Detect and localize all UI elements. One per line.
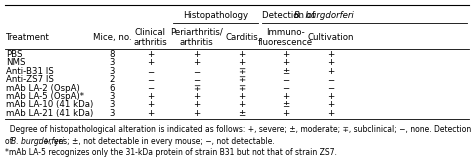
Text: +: + bbox=[238, 92, 246, 101]
Text: ∓: ∓ bbox=[238, 83, 246, 92]
Text: mAb LA-10 (41 kDa): mAb LA-10 (41 kDa) bbox=[6, 100, 93, 109]
Text: +: + bbox=[193, 58, 201, 67]
Text: B. burgdorferi: B. burgdorferi bbox=[294, 11, 354, 20]
Text: −: − bbox=[147, 83, 154, 92]
Text: +: + bbox=[193, 92, 201, 101]
Text: : +, yes; ±, not detectable in every mouse; −, not detectable.: : +, yes; ±, not detectable in every mou… bbox=[38, 137, 275, 146]
Text: NMS: NMS bbox=[6, 58, 26, 67]
Text: 3: 3 bbox=[110, 100, 115, 109]
Text: +: + bbox=[327, 58, 334, 67]
Text: Histopathology: Histopathology bbox=[183, 11, 248, 20]
Text: +: + bbox=[147, 58, 154, 67]
Text: Cultivation: Cultivation bbox=[307, 33, 354, 42]
Text: +: + bbox=[327, 67, 334, 76]
Text: +: + bbox=[193, 50, 201, 59]
Text: +: + bbox=[147, 109, 154, 118]
Text: +: + bbox=[327, 92, 334, 101]
Text: Detection of: Detection of bbox=[262, 11, 319, 20]
Text: −: − bbox=[147, 75, 154, 84]
Text: Clinical
arthritis: Clinical arthritis bbox=[134, 28, 167, 47]
Text: 8: 8 bbox=[110, 50, 115, 59]
Text: +: + bbox=[282, 58, 289, 67]
Text: 3: 3 bbox=[110, 92, 115, 101]
Text: +: + bbox=[327, 109, 334, 118]
Text: +: + bbox=[327, 50, 334, 59]
Text: Anti-B31 IS: Anti-B31 IS bbox=[6, 67, 54, 76]
Text: 3: 3 bbox=[110, 67, 115, 76]
Text: mAb LA-2 (OspA): mAb LA-2 (OspA) bbox=[6, 83, 80, 92]
Text: 3: 3 bbox=[110, 58, 115, 67]
Text: 2: 2 bbox=[110, 75, 115, 84]
Text: +: + bbox=[193, 100, 201, 109]
Text: mAb LA-5 (OspA)*: mAb LA-5 (OspA)* bbox=[6, 92, 84, 101]
Text: +: + bbox=[282, 109, 289, 118]
Text: 3: 3 bbox=[110, 109, 115, 118]
Text: ±: ± bbox=[282, 100, 289, 109]
Text: −: − bbox=[327, 75, 334, 84]
Text: ∓: ∓ bbox=[238, 75, 246, 84]
Text: +: + bbox=[282, 92, 289, 101]
Text: −: − bbox=[282, 75, 289, 84]
Text: ±: ± bbox=[282, 67, 289, 76]
Text: +: + bbox=[238, 50, 246, 59]
Text: ∓: ∓ bbox=[193, 83, 201, 92]
Text: +: + bbox=[327, 100, 334, 109]
Text: Detection of: Detection of bbox=[262, 11, 318, 20]
Text: +: + bbox=[193, 109, 201, 118]
Text: Anti-ZS7 IS: Anti-ZS7 IS bbox=[6, 75, 54, 84]
Text: 6: 6 bbox=[110, 83, 115, 92]
Text: Periarthritis/
arthritis: Periarthritis/ arthritis bbox=[170, 28, 223, 47]
Text: B. burgdorferi: B. burgdorferi bbox=[11, 137, 64, 146]
Text: +: + bbox=[147, 50, 154, 59]
Text: ∓: ∓ bbox=[238, 67, 246, 76]
Text: ±: ± bbox=[238, 109, 246, 118]
Text: +: + bbox=[238, 100, 246, 109]
Text: Immuno-
fluorescence: Immuno- fluorescence bbox=[258, 28, 313, 47]
Text: −: − bbox=[327, 83, 334, 92]
Text: −: − bbox=[193, 75, 201, 84]
Text: Mice, no.: Mice, no. bbox=[93, 33, 132, 42]
Text: *mAb LA-5 recognizes only the 31-kDa protein of strain B31 but not that of strai: *mAb LA-5 recognizes only the 31-kDa pro… bbox=[5, 148, 337, 157]
Text: of: of bbox=[5, 137, 15, 146]
Text: +: + bbox=[238, 58, 246, 67]
Text: +: + bbox=[147, 92, 154, 101]
Text: Treatment: Treatment bbox=[6, 33, 50, 42]
Text: Carditis: Carditis bbox=[225, 33, 258, 42]
Text: −: − bbox=[147, 67, 154, 76]
Text: PBS: PBS bbox=[6, 50, 23, 59]
Text: +: + bbox=[147, 100, 154, 109]
Text: −: − bbox=[193, 67, 201, 76]
Text: mAb LA-21 (41 kDa): mAb LA-21 (41 kDa) bbox=[6, 109, 93, 118]
Text: −: − bbox=[282, 83, 289, 92]
Text: +: + bbox=[282, 50, 289, 59]
Text: Degree of histopathological alteration is indicated as follows: +, severe; ±, mo: Degree of histopathological alteration i… bbox=[5, 125, 471, 134]
